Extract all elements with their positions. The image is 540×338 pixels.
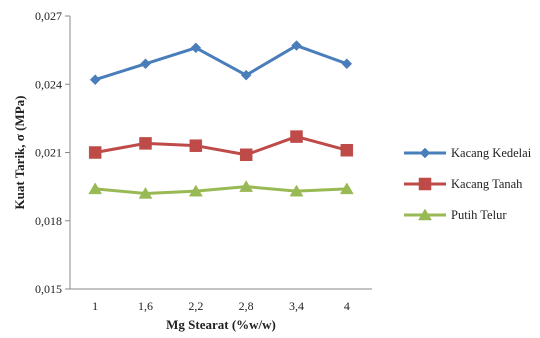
legend-marker (418, 177, 432, 191)
data-point (291, 40, 302, 51)
y-tick-labels: 0,015 0,018 0,021 0,024 0,027 (35, 9, 62, 296)
plot-area: 0,015 0,018 0,021 0,024 0,027 1 1,6 2,2 2,8 3,4 4 (35, 9, 372, 313)
x-tick-label: 2,2 (188, 299, 203, 313)
y-tick-label: 0,024 (35, 77, 62, 91)
data-point (339, 182, 354, 195)
y-tick-label: 0,027 (35, 9, 62, 23)
legend-item: Kacang Tanah (404, 177, 523, 191)
x-tick-label: 3,4 (289, 299, 304, 313)
data-point (88, 182, 103, 195)
data-point (189, 139, 203, 152)
series-group (88, 40, 354, 199)
legend: Kacang Kedelai Kacang Tanah Putih Telur (404, 146, 532, 222)
legend-label: Kacang Kedelai (451, 146, 532, 160)
y-tick-marks (65, 15, 70, 290)
x-axis-title: Mg Stearat (%w/w) (166, 317, 276, 332)
series-line (94, 135, 348, 157)
data-point (289, 184, 304, 197)
data-point (89, 74, 101, 86)
data-point (340, 143, 354, 157)
series-3 (88, 180, 354, 199)
series-1 (89, 40, 353, 86)
data-point (240, 69, 252, 81)
legend-marker (419, 147, 431, 159)
data-point (290, 130, 303, 143)
x-tick-label: 1,6 (138, 299, 153, 313)
series-line (95, 185, 347, 195)
y-tick-label: 0,021 (35, 146, 62, 160)
legend-label: Putih Telur (451, 208, 507, 222)
data-point (239, 180, 254, 192)
data-point (140, 58, 151, 70)
data-point (239, 148, 253, 162)
data-point (190, 42, 202, 54)
data-point (341, 58, 353, 70)
data-point (139, 137, 152, 150)
y-tick-label: 0,015 (35, 282, 62, 296)
data-point (138, 186, 153, 199)
series-2 (88, 130, 354, 162)
x-tick-label: 4 (344, 299, 350, 313)
x-tick-label: 2,8 (239, 299, 254, 313)
x-tick-label: 1 (92, 299, 98, 313)
y-tick-label: 0,018 (35, 214, 62, 228)
legend-marker (418, 208, 432, 221)
x-tick-labels: 1 1,6 2,2 2,8 3,4 4 (92, 299, 350, 313)
data-point (88, 146, 102, 159)
data-point (188, 184, 203, 197)
legend-item: Kacang Kedelai (404, 146, 532, 160)
legend-label: Kacang Tanah (451, 177, 523, 191)
y-axis-title: Kuat Tarik, σ (MPa) (12, 96, 27, 210)
legend-item: Putih Telur (404, 208, 507, 222)
series-line (94, 44, 348, 82)
